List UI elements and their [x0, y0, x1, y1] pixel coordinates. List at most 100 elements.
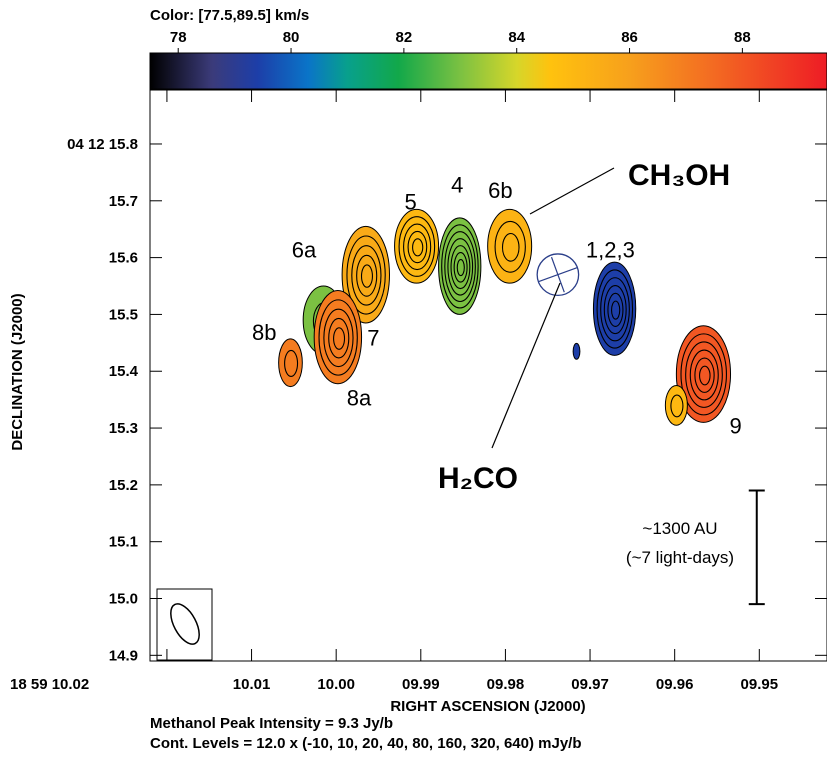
y-tick-label: 15.7 — [109, 193, 138, 210]
emission-source — [394, 208, 440, 284]
contour-line — [346, 235, 386, 315]
scale-bar — [748, 489, 765, 606]
contour-line — [456, 258, 465, 277]
x-tick-label: 09.96 — [656, 676, 694, 693]
y-tick-label: 15.6 — [109, 250, 138, 267]
source-label: 5 — [405, 189, 417, 214]
y-tick-label: 04 12 15.8 — [67, 136, 138, 153]
plot-area: 18 59 10.02 10.01 10.00 09.99 09.98 09.97 09.9… — [10, 89, 827, 693]
source-emission-core — [493, 218, 527, 263]
colorbar-tick-label: 86 — [621, 29, 638, 46]
contour-line — [328, 317, 350, 359]
x-tick-label: 09.97 — [571, 676, 609, 693]
colorbar-tick-label: 80 — [283, 29, 300, 46]
h2co-marker — [536, 253, 580, 297]
y-tick-label: 15.3 — [109, 420, 138, 437]
h2co-marker-cross-b — [550, 256, 565, 293]
h2co-leader-line — [491, 282, 561, 449]
y-tick-label: 15.5 — [109, 306, 138, 323]
contour-line — [351, 245, 382, 306]
beam-box — [156, 588, 213, 661]
emission-source — [664, 384, 688, 426]
scale-bar-label-light-days: (~7 light-days) — [626, 548, 734, 567]
scale-bar-label-au: ~1300 AU — [642, 519, 717, 538]
ch3oh-label: CH₃OH — [628, 159, 730, 192]
contour-line — [398, 216, 436, 277]
source-label: 8a — [347, 385, 372, 410]
contour-line — [689, 349, 719, 401]
source-labels: 4 5 6b 6a 1,2,3 7 8b 8a 9 — [252, 172, 742, 438]
source-label: 1,2,3 — [586, 238, 635, 263]
y-axis-ticks: 04 12 15.8 15.7 15.6 15.5 15.4 15.3 15.2 15.1 15… — [67, 136, 827, 664]
x-axis-title: RIGHT ASCENSION (J2000) — [390, 698, 585, 715]
h2co-label: H₂CO — [438, 462, 518, 495]
x-tick-label: 10.00 — [317, 676, 355, 693]
contour-line — [356, 254, 378, 297]
emission-source — [341, 225, 390, 324]
contour-line — [318, 299, 358, 376]
contour-line — [453, 252, 468, 283]
emission-source — [572, 342, 581, 360]
y-tick-label: 15.1 — [109, 534, 138, 551]
x-tick-label: 09.99 — [402, 676, 440, 693]
x-tick-label: 10.01 — [233, 676, 271, 693]
footer-peak-intensity: Methanol Peak Intensity = 9.3 Jy/b — [150, 715, 393, 732]
contour-line — [670, 394, 684, 418]
contour-line — [360, 264, 373, 288]
emission-source — [278, 338, 303, 388]
contour-line — [447, 238, 474, 296]
contour-line — [600, 277, 630, 342]
colorbar-tick-label: 82 — [396, 29, 413, 46]
beam-ellipse — [170, 603, 200, 645]
emission-source — [438, 217, 482, 315]
contour-line — [444, 231, 476, 303]
contour-line — [450, 245, 471, 290]
y-axis-title: DECLINATION (J2000) — [9, 293, 26, 450]
emission-source — [487, 208, 533, 284]
source-emission-core — [281, 344, 300, 374]
ch3oh-leader-line — [529, 167, 615, 215]
contour-line — [607, 292, 624, 327]
contour-line — [412, 238, 424, 257]
contour-line — [333, 327, 346, 350]
contour-line — [596, 269, 634, 349]
contour-line — [611, 300, 621, 320]
y-tick-label: 15.4 — [109, 363, 139, 380]
source-label: 8b — [252, 320, 276, 345]
x-axis-ticks: 18 59 10.02 10.01 10.00 09.99 09.98 09.97 09.9… — [10, 90, 778, 693]
colorbar-tick-label: 84 — [508, 29, 525, 46]
colorbar-ticks: 78 80 82 84 86 88 — [170, 29, 751, 53]
colorbar: Color: [77.5,89.5] km/s 78 80 82 84 86 88 — [149, 7, 827, 90]
contour-line — [603, 284, 627, 335]
y-tick-label: 15.2 — [109, 477, 138, 494]
source-label: 6b — [488, 178, 512, 203]
contour-line — [407, 230, 428, 264]
colorbar-tick-label: 88 — [734, 29, 751, 46]
emission-source — [313, 290, 363, 385]
x-tick-label: 09.98 — [487, 676, 525, 693]
x-tick-label: 09.95 — [741, 676, 779, 693]
colorbar-gradient — [149, 52, 827, 90]
contour-line — [284, 349, 299, 377]
contour-line — [441, 224, 479, 309]
emission-source — [675, 325, 732, 423]
source-label: 6a — [292, 238, 317, 263]
y-tick-label: 15.0 — [109, 591, 138, 608]
colorbar-title: Color: [77.5,89.5] km/s — [150, 7, 309, 24]
emission-source — [592, 261, 637, 356]
contour-line — [680, 333, 727, 416]
emission-sources — [278, 208, 732, 426]
h2co-marker-circle — [536, 253, 580, 297]
contour-line — [323, 308, 354, 368]
source-label: 4 — [451, 172, 463, 197]
contour-line — [699, 365, 711, 386]
source-label: 9 — [729, 414, 741, 439]
contour-line — [494, 220, 526, 273]
contour-line — [694, 357, 715, 393]
source-emission-core — [573, 345, 580, 355]
contour-line — [403, 223, 432, 271]
footer-contour-levels: Cont. Levels = 12.0 x (-10, 10, 20, 40, … — [150, 735, 582, 752]
y-tick-label: 14.9 — [109, 647, 138, 664]
contour-line — [685, 341, 723, 408]
